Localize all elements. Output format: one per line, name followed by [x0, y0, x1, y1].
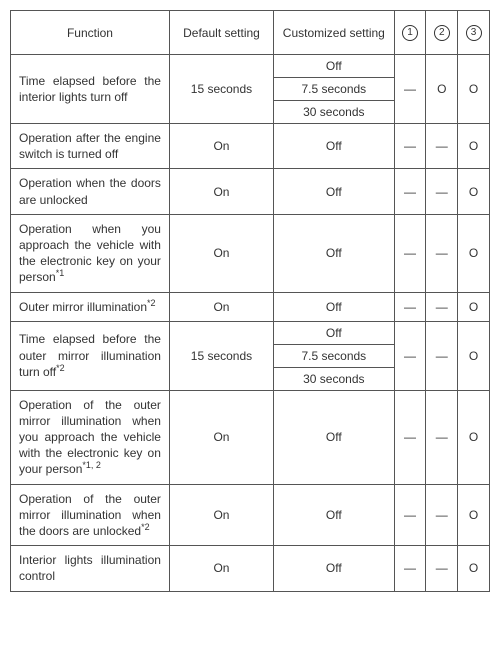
status-cell-1: — [394, 292, 426, 321]
status-cell-2: — [426, 169, 458, 214]
status-cell-2: — [426, 390, 458, 484]
status-cell-3: O [458, 390, 490, 484]
custom-cell: Off [274, 321, 395, 344]
function-cell: Operation of the outer mirror illuminati… [11, 484, 170, 546]
status-cell-1: — [394, 214, 426, 292]
status-cell-3: O [458, 292, 490, 321]
status-cell-3: O [458, 55, 490, 124]
status-cell-2: — [426, 484, 458, 546]
status-cell-3: O [458, 546, 490, 591]
settings-table: Function Default setting Customized sett… [10, 10, 490, 592]
status-cell-3: O [458, 484, 490, 546]
default-cell: On [169, 169, 273, 214]
function-cell: Time elapsed before the outer mirror ill… [11, 321, 170, 390]
function-cell: Operation of the outer mirror illuminati… [11, 390, 170, 484]
header-default: Default setting [169, 11, 273, 55]
status-cell-2: — [426, 124, 458, 169]
custom-cell: 30 seconds [274, 367, 395, 390]
table-row: Time elapsed before the interior lights … [11, 55, 490, 78]
status-cell-1: — [394, 169, 426, 214]
status-cell-2: O [426, 55, 458, 124]
table-row: Operation when you approach the vehicle … [11, 214, 490, 292]
status-cell-3: O [458, 169, 490, 214]
status-cell-3: O [458, 214, 490, 292]
table-row: Operation of the outer mirror illuminati… [11, 484, 490, 546]
function-cell: Outer mirror illumina­tion*2 [11, 292, 170, 321]
default-cell: On [169, 124, 273, 169]
custom-cell: Off [274, 390, 395, 484]
header-col3: 3 [458, 11, 490, 55]
table-row: Time elapsed before the outer mirror ill… [11, 321, 490, 344]
function-cell: Interior lights illumina­tion control [11, 546, 170, 591]
custom-cell: Off [274, 484, 395, 546]
status-cell-3: O [458, 321, 490, 390]
custom-cell: Off [274, 292, 395, 321]
table-body: Time elapsed before the interior lights … [11, 55, 490, 592]
default-cell: 15 seconds [169, 321, 273, 390]
table-row: Outer mirror illumina­tion*2OnOff——O [11, 292, 490, 321]
table-row: Operation of the outer mirror illuminati… [11, 390, 490, 484]
default-cell: On [169, 390, 273, 484]
status-cell-2: — [426, 214, 458, 292]
custom-cell: 7.5 seconds [274, 344, 395, 367]
status-cell-2: — [426, 292, 458, 321]
default-cell: On [169, 484, 273, 546]
function-cell: Operation when you approach the vehicle … [11, 214, 170, 292]
default-cell: On [169, 546, 273, 591]
table-row: Operation after the engine switch is tur… [11, 124, 490, 169]
status-cell-2: — [426, 321, 458, 390]
custom-cell: 30 seconds [274, 101, 395, 124]
header-col2: 2 [426, 11, 458, 55]
custom-cell: Off [274, 169, 395, 214]
status-cell-1: — [394, 484, 426, 546]
status-cell-1: — [394, 390, 426, 484]
custom-cell: 7.5 seconds [274, 78, 395, 101]
function-cell: Operation when the doors are unlocked [11, 169, 170, 214]
default-cell: On [169, 214, 273, 292]
custom-cell: Off [274, 124, 395, 169]
default-cell: On [169, 292, 273, 321]
status-cell-1: — [394, 55, 426, 124]
status-cell-3: O [458, 124, 490, 169]
header-custom: Customized setting [274, 11, 395, 55]
custom-cell: Off [274, 546, 395, 591]
function-cell: Time elapsed before the interior lights … [11, 55, 170, 124]
header-col1: 1 [394, 11, 426, 55]
header-row: Function Default setting Customized sett… [11, 11, 490, 55]
custom-cell: Off [274, 214, 395, 292]
status-cell-1: — [394, 321, 426, 390]
table-row: Interior lights illumina­tion controlOnO… [11, 546, 490, 591]
custom-cell: Off [274, 55, 395, 78]
status-cell-1: — [394, 124, 426, 169]
table-row: Operation when the doors are unlockedOnO… [11, 169, 490, 214]
header-function: Function [11, 11, 170, 55]
status-cell-1: — [394, 546, 426, 591]
status-cell-2: — [426, 546, 458, 591]
function-cell: Operation after the engine switch is tur… [11, 124, 170, 169]
default-cell: 15 seconds [169, 55, 273, 124]
